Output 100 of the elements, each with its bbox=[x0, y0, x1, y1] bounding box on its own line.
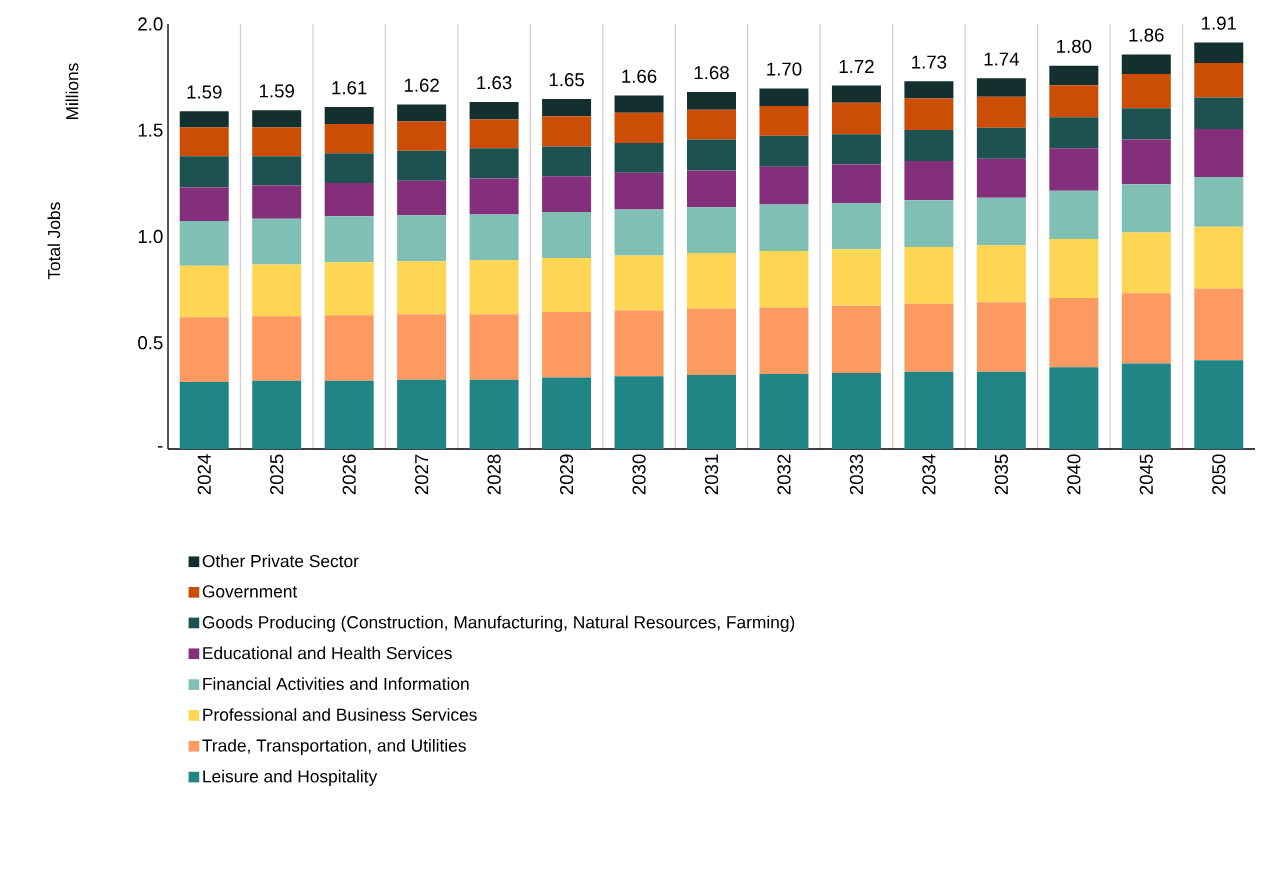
x-tick-label: 2026 bbox=[342, 454, 356, 495]
bar bbox=[179, 156, 229, 188]
bar bbox=[324, 262, 374, 316]
total-label: 1.86 bbox=[1129, 28, 1164, 42]
bar bbox=[1049, 85, 1099, 118]
bar bbox=[759, 204, 809, 251]
bar bbox=[1194, 42, 1244, 64]
bar bbox=[1049, 117, 1099, 149]
bar bbox=[397, 180, 447, 216]
bar bbox=[1121, 108, 1171, 140]
bar bbox=[397, 215, 447, 262]
legend-label: Financial Activities and Information bbox=[203, 677, 469, 691]
bar bbox=[252, 380, 302, 449]
bar bbox=[759, 250, 809, 308]
bar bbox=[1121, 232, 1171, 294]
bar bbox=[614, 172, 664, 210]
bar bbox=[976, 302, 1026, 372]
x-tick-label: 2032 bbox=[777, 454, 791, 495]
bar bbox=[1049, 367, 1099, 449]
x-tick-label: 2045 bbox=[1139, 454, 1153, 495]
bar bbox=[976, 197, 1026, 246]
bar bbox=[831, 249, 881, 306]
bar bbox=[179, 187, 229, 221]
y-tick-label: 2.0 bbox=[138, 17, 163, 31]
bar bbox=[542, 212, 592, 258]
x-tick-label: 2035 bbox=[994, 454, 1008, 495]
legend-label: Goods Producing (Construction, Manufacturing, Natural Resources, Farming) bbox=[202, 615, 795, 632]
bar bbox=[252, 127, 302, 157]
bar bbox=[252, 156, 302, 186]
bar bbox=[179, 265, 229, 318]
bar bbox=[469, 214, 519, 261]
bar bbox=[1194, 128, 1244, 177]
x-tick-label: 2033 bbox=[849, 454, 864, 495]
bar bbox=[831, 305, 881, 373]
bar bbox=[397, 150, 447, 181]
total-label: 1.91 bbox=[1202, 16, 1237, 30]
bar bbox=[469, 148, 519, 179]
total-label: 1.70 bbox=[767, 62, 802, 76]
bar bbox=[976, 371, 1026, 449]
x-tick-label: 2027 bbox=[415, 454, 429, 495]
bar bbox=[324, 315, 374, 381]
bar bbox=[614, 112, 664, 143]
bar bbox=[976, 127, 1026, 159]
bar bbox=[324, 216, 374, 263]
x-tick-label: 2031 bbox=[704, 454, 719, 495]
x-tick-label: 2040 bbox=[1067, 454, 1081, 495]
x-tick-label: 2028 bbox=[487, 454, 501, 495]
bar bbox=[904, 247, 954, 304]
y-tick-label: 1.5 bbox=[138, 123, 163, 137]
bar bbox=[1121, 139, 1171, 185]
bar bbox=[687, 207, 737, 254]
bar bbox=[324, 153, 374, 183]
bar bbox=[1194, 360, 1244, 449]
bar bbox=[469, 260, 519, 315]
bar bbox=[687, 139, 737, 171]
bar bbox=[614, 255, 664, 311]
bar bbox=[542, 146, 592, 177]
y-tick-label: 0.5 bbox=[138, 336, 163, 350]
bar bbox=[179, 127, 229, 157]
bar bbox=[1049, 297, 1099, 368]
legend-label: Educational and Health Services bbox=[203, 646, 452, 660]
x-tick-label: 2025 bbox=[270, 454, 284, 495]
bar bbox=[324, 107, 374, 125]
bar bbox=[252, 316, 302, 381]
bar bbox=[904, 161, 954, 201]
bar bbox=[252, 185, 302, 219]
total-label: 1.63 bbox=[477, 76, 512, 90]
bar bbox=[469, 314, 519, 380]
bar bbox=[831, 372, 881, 449]
bar bbox=[614, 95, 664, 113]
x-tick-label: 2030 bbox=[632, 454, 646, 495]
bar bbox=[324, 124, 374, 154]
bar bbox=[179, 220, 229, 266]
y-tick-label: - bbox=[157, 446, 163, 448]
bar bbox=[976, 158, 1026, 198]
total-label: 1.73 bbox=[912, 55, 947, 69]
total-label: 1.80 bbox=[1057, 39, 1092, 53]
bar bbox=[759, 307, 809, 374]
bar bbox=[1121, 73, 1171, 109]
bar bbox=[252, 264, 302, 317]
bar bbox=[542, 257, 592, 312]
y-tick-label: 1.0 bbox=[138, 229, 163, 244]
bar bbox=[1049, 148, 1099, 191]
bar bbox=[1194, 97, 1244, 129]
bar bbox=[687, 170, 737, 208]
bar bbox=[252, 218, 302, 265]
bar bbox=[1194, 226, 1244, 289]
total-label: 1.72 bbox=[839, 59, 874, 73]
bar bbox=[1121, 363, 1171, 449]
bar bbox=[614, 310, 664, 377]
legend-label: Trade, Transportation, and Utilities bbox=[202, 738, 466, 756]
bar bbox=[904, 98, 954, 131]
bar bbox=[324, 182, 374, 217]
text: Millions bbox=[65, 63, 79, 120]
bar bbox=[1121, 293, 1171, 364]
total-label: 1.62 bbox=[404, 78, 439, 92]
bar bbox=[1121, 184, 1171, 233]
total-label: 1.59 bbox=[259, 84, 294, 98]
bar bbox=[1194, 63, 1244, 98]
bar bbox=[831, 134, 881, 165]
